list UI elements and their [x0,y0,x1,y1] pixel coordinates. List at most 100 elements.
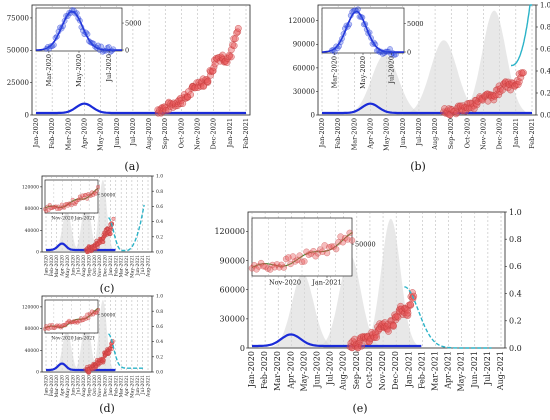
y-tick-label: 75000 [7,14,29,22]
x-tick-label: Jan-2021 [108,375,114,396]
x-tick-label: Sep-2020 [161,118,169,149]
y-tick-label: 30000 [293,88,315,96]
x-tick-label: Aug-2020 [431,118,439,151]
y2-tick-label: 0.0 [540,111,550,119]
y2-tick-label: 0.0 [509,344,522,353]
inset-observed-point [63,323,68,328]
x-tick-label: Apr-2021 [124,375,130,397]
observed-point [101,358,106,363]
y2-tick-label: 0.8 [156,189,163,195]
chart-panel-1: Jan-2020 Feb-2020 Mar-2020 Apr-2020 May-2020… [7,4,251,173]
inset-observed-point [88,193,93,198]
observed-point [389,322,397,329]
inset-observed-point [61,205,66,209]
x-tick-label: Jun-2021 [135,375,141,397]
y2-tick-label: 0.0 [156,250,163,256]
inset-fit-point [329,47,335,54]
inset-observed-point [280,264,287,271]
x-tick-label: Oct-2020 [92,255,98,276]
x-tick-label: Feb-2020 [260,351,269,389]
y2-tick-label: 0.8 [540,23,550,31]
plot-frame [31,4,251,116]
probability-band [361,218,421,347]
observed-point [470,105,478,113]
model-fit-line [36,102,246,115]
inset-fit-point [377,49,383,55]
y2-tick-label: 1.0 [156,174,163,180]
inset-frame [321,7,405,54]
x-tick-label: Nov-2020 [378,351,387,390]
probability-band [72,320,100,372]
x-tick-label: Apr-2020 [60,375,66,397]
y-tick-label: 90000 [293,41,315,49]
x-tick-label: Jun-2020 [399,118,407,149]
inset-observed-point [86,316,91,321]
inset-fit-point [92,43,98,50]
observed-point [100,240,105,245]
x-tick-label: Jul-2020 [415,118,423,147]
panel-label: (c) [100,282,115,295]
y-tick-label: 0 [36,250,39,256]
x-tick-label: May-2021 [457,351,466,392]
inset-fit-point [366,29,373,36]
inset-fit-point [90,40,97,47]
inset-observed-point [287,260,294,268]
x-tick-label: Mar-2020 [54,375,60,398]
x-tick-label: Mar-2020 [350,118,358,150]
inset-observed-point [74,200,79,205]
inset-observed-point [289,253,297,260]
observed-point [490,92,497,100]
inset-x-tick-label: Mar-2020 [330,56,338,88]
x-tick-label: Feb-2020 [48,118,56,149]
x-tick-label: Feb-2021 [113,375,119,397]
inset-observed-point [85,196,90,201]
x-tick-label: Feb-2021 [113,255,119,277]
inset-fit-point [49,43,56,49]
x-tick-label: Jan-2020 [318,118,326,148]
observed-point [404,312,412,319]
inset-observed-point [62,205,67,210]
observed-point [187,91,195,99]
inset-fit-point [61,18,68,24]
inset-fit-point [385,48,392,55]
observed-point [234,24,242,32]
x-tick-label: Jan-2020 [247,351,256,388]
observed-point [108,231,113,236]
inset-fit-point [347,12,354,19]
inset-observed-point [305,251,312,258]
inset-observed-point [257,259,265,267]
inset-x-tick-label: Jan-2021 [311,279,341,287]
inset-observed-point [301,258,308,265]
observed-point [106,351,111,356]
model-fit-line [322,102,532,115]
forecast-line [511,4,532,67]
observed-point [177,97,185,104]
inset-fit-point [89,40,95,46]
inset-observed-point [278,261,285,269]
y2-tick-label: 0.4 [156,219,163,225]
observed-point [231,35,239,43]
observed-point [351,335,358,343]
inset-fit-point [350,8,357,14]
inset-fit-point [388,52,395,58]
panel-label: (d) [99,402,115,415]
x-tick-label: Aug-2020 [145,118,153,151]
x-tick-label: Feb-2020 [49,255,55,277]
x-tick-label: Jul-2020 [326,351,335,386]
observed-point [352,340,360,348]
observed-point [393,312,401,320]
x-tick-label: Jan-2021 [404,351,413,388]
x-tick-label: Jun-2020 [313,351,322,389]
observed-point [109,347,114,352]
inset-fit-line [322,10,404,53]
inset-observed-point [75,198,80,203]
observed-point [518,69,526,77]
inset-fit-point [83,29,89,36]
inset-fit-point [359,14,366,21]
y-tick-label: 90000 [220,256,245,265]
x-tick-label: Nov-2020 [480,118,488,150]
observed-point [379,320,387,328]
inset-observed-point [56,204,61,209]
inset-y-tick-label: 0 [407,48,411,56]
x-tick-label: Mar-2020 [64,118,72,150]
